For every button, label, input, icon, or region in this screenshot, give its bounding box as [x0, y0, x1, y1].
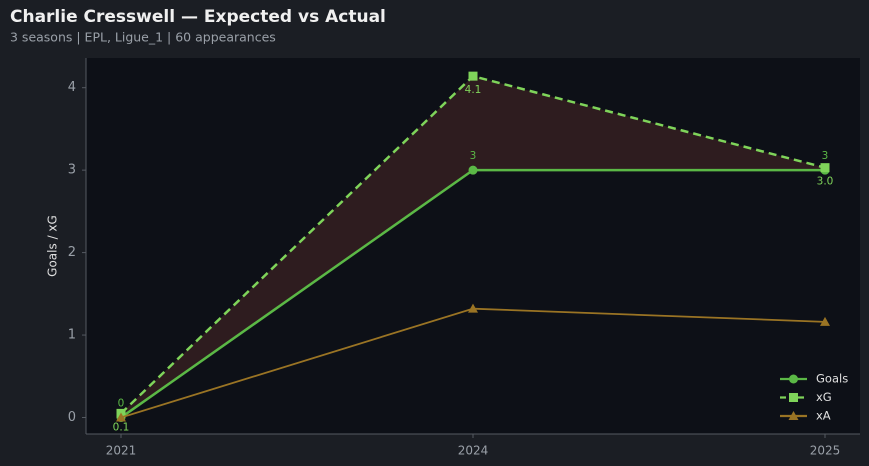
chart-title: Charlie Cresswell — Expected vs Actual: [10, 7, 386, 27]
legend-label: Goals: [816, 372, 848, 386]
y-tick-label: 4: [68, 80, 76, 95]
legend-marker: [788, 411, 799, 420]
y-tick-label: 3: [68, 163, 76, 178]
legend-marker: [789, 374, 798, 384]
x-tick-label: 2024: [458, 444, 489, 458]
legend-label: xA: [816, 409, 831, 423]
y-tick-label: 0: [68, 410, 76, 425]
legend-marker: [789, 393, 798, 402]
data-point: [468, 303, 478, 313]
data-label: 3.0: [817, 176, 834, 188]
data-label: 3: [822, 150, 829, 162]
chart-subtitle: 3 seasons | EPL, Ligue_1 | 60 appearance…: [10, 30, 276, 45]
x-tick-label: 2021: [106, 444, 137, 458]
y-tick-label: 1: [68, 328, 76, 343]
data-point: [116, 412, 126, 422]
x-tick-label: 2025: [810, 444, 841, 458]
data-label: 3: [470, 150, 477, 162]
data-point: [820, 316, 830, 326]
data-label: 0: [118, 398, 125, 410]
y-axis-label: Goals / xG: [46, 215, 60, 277]
data-label: 4.1: [465, 84, 482, 96]
data-point: [468, 165, 478, 175]
data-point: [468, 71, 478, 81]
data-label: 0.1: [113, 421, 130, 433]
legend-label: xG: [816, 390, 832, 404]
data-point: [820, 163, 830, 173]
shaded-gap: [121, 76, 825, 418]
y-tick-label: 2: [68, 245, 76, 260]
